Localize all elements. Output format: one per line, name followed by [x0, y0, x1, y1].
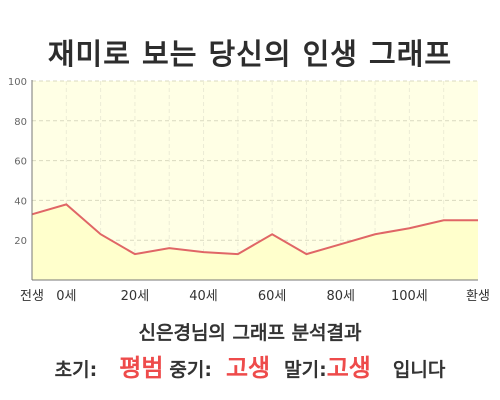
analysis-heading: 신은경님의 그래프 분석결과	[138, 322, 362, 344]
x-tick-label: 40세	[189, 289, 218, 304]
y-tick-label: 20	[14, 236, 27, 247]
y-tick-label: 40	[14, 196, 27, 207]
analysis-result: 초기: 평범 중기: 고생 말기:고생 입니다	[0, 348, 500, 383]
mid-label: 중기:	[169, 359, 212, 381]
mid-value: 고생	[225, 354, 271, 382]
x-tick-label: 0세	[56, 289, 76, 304]
late-value: 고생	[326, 354, 371, 382]
chart-title: 재미로 보는 당신의 인생 그래프	[47, 37, 453, 71]
y-tick-label: 60	[14, 157, 27, 168]
x-tick-label: 80세	[327, 289, 356, 304]
x-tick-label: 환생	[466, 289, 490, 304]
x-tick-label: 20세	[121, 289, 150, 304]
suffix-text: 입니다	[392, 359, 446, 381]
y-tick-label: 100	[8, 77, 27, 88]
x-tick-label: 60세	[258, 289, 287, 304]
x-tick-label: 100세	[391, 289, 428, 304]
late-label: 말기:	[284, 359, 327, 381]
early-value: 평범	[119, 354, 164, 382]
series-line	[31, 203, 478, 256]
series-area	[32, 204, 478, 280]
early-label: 초기:	[54, 359, 98, 381]
x-tick-label: 전생	[20, 289, 44, 304]
y-tick-label: 80	[14, 117, 27, 128]
